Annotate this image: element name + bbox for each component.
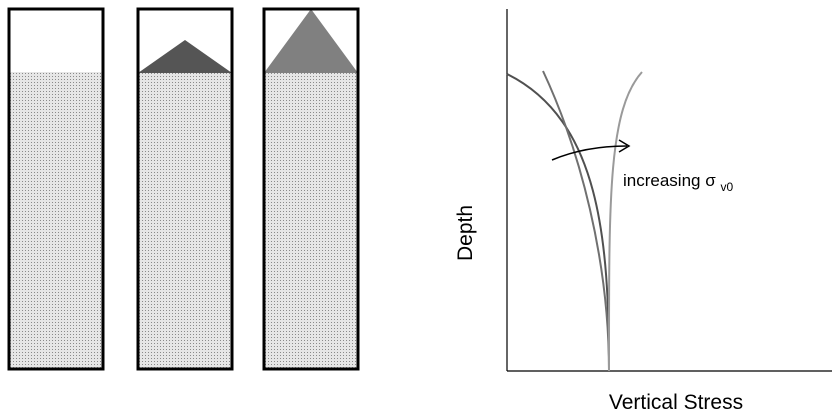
small-surcharge-mound xyxy=(138,40,232,73)
annotation-label: increasing σ v0 xyxy=(623,171,733,194)
large-surcharge-mound xyxy=(264,9,358,73)
x-axis-label: Vertical Stress xyxy=(609,391,743,414)
annotation-subscript: v0 xyxy=(720,180,733,194)
soil-fill xyxy=(138,73,232,369)
soil-fill xyxy=(9,72,103,369)
stress-depth-plot: increasing σ v0 Depth Vertical Stress xyxy=(454,9,832,414)
increase-arrow xyxy=(551,145,628,161)
column-border xyxy=(7,7,105,371)
column-large-surcharge xyxy=(262,7,360,371)
arrowhead-icon xyxy=(618,139,631,153)
stress-curve-2 xyxy=(542,70,610,372)
soil-fill xyxy=(264,73,358,369)
y-axis-label: Depth xyxy=(454,205,477,261)
column-border xyxy=(262,7,360,371)
column-border xyxy=(136,7,234,371)
column-no-surcharge xyxy=(7,7,105,371)
stress-curve-3 xyxy=(607,71,643,372)
column-small-surcharge xyxy=(136,7,234,371)
annotation-text: increasing σ xyxy=(623,171,716,190)
